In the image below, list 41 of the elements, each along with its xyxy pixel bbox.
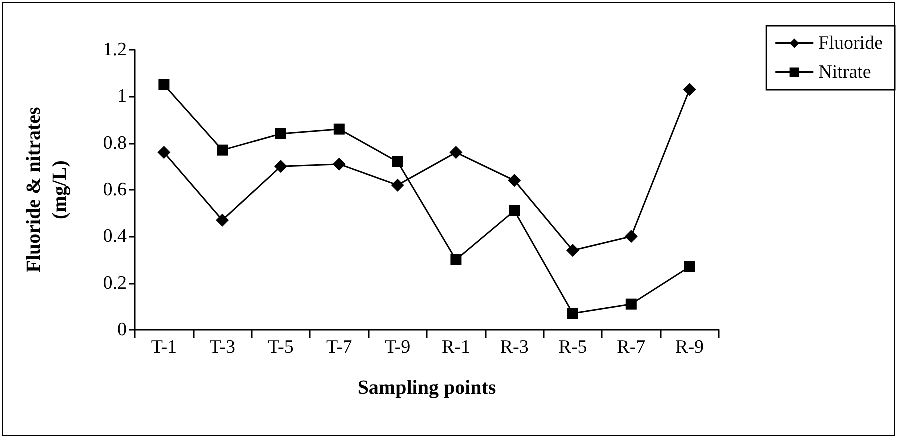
point [158, 146, 171, 160]
y-tick-label: 1 [118, 86, 127, 108]
x-tick-label: T-3 [210, 337, 236, 358]
point [332, 158, 346, 171]
x-tick-label: T-7 [326, 337, 352, 358]
point [276, 128, 286, 140]
point [392, 156, 404, 168]
point [217, 144, 228, 156]
point [683, 83, 696, 96]
point [450, 254, 462, 266]
point [391, 178, 404, 192]
point [158, 80, 170, 90]
legend-label: Fluoride [818, 33, 884, 54]
x-tick-label: R-5 [558, 337, 588, 358]
y-tick-label: 0.4 [103, 226, 128, 248]
legend-label: Nitrate [818, 62, 872, 83]
x-tick-label: R-3 [500, 337, 529, 358]
point [566, 244, 580, 258]
point [626, 298, 637, 310]
point [334, 124, 345, 135]
point [568, 308, 578, 320]
point [508, 174, 522, 188]
point [624, 230, 638, 244]
point [216, 214, 230, 227]
y-axis-title: Fluoride & nitrates (mg/L) [23, 107, 71, 273]
y-tick-label: 1.2 [103, 40, 127, 60]
x-axis-title: Sampling points [358, 377, 496, 399]
x-tick-label: R-9 [676, 337, 704, 358]
x-tick-label: R-7 [617, 337, 646, 358]
x-tick-label: T-5 [268, 337, 294, 358]
point [684, 262, 696, 272]
y-tick-label: 0.8 [103, 132, 127, 154]
point [274, 160, 288, 174]
y-tick-label: 0.2 [103, 272, 127, 294]
point [509, 206, 520, 216]
y-tick-label: 0.6 [103, 180, 127, 200]
point [450, 146, 463, 160]
x-tick-label: T-9 [384, 337, 411, 358]
y-tick-label: 0 [118, 320, 127, 340]
x-tick-label: R-1 [442, 337, 470, 358]
x-tick-label: T-1 [151, 337, 178, 358]
